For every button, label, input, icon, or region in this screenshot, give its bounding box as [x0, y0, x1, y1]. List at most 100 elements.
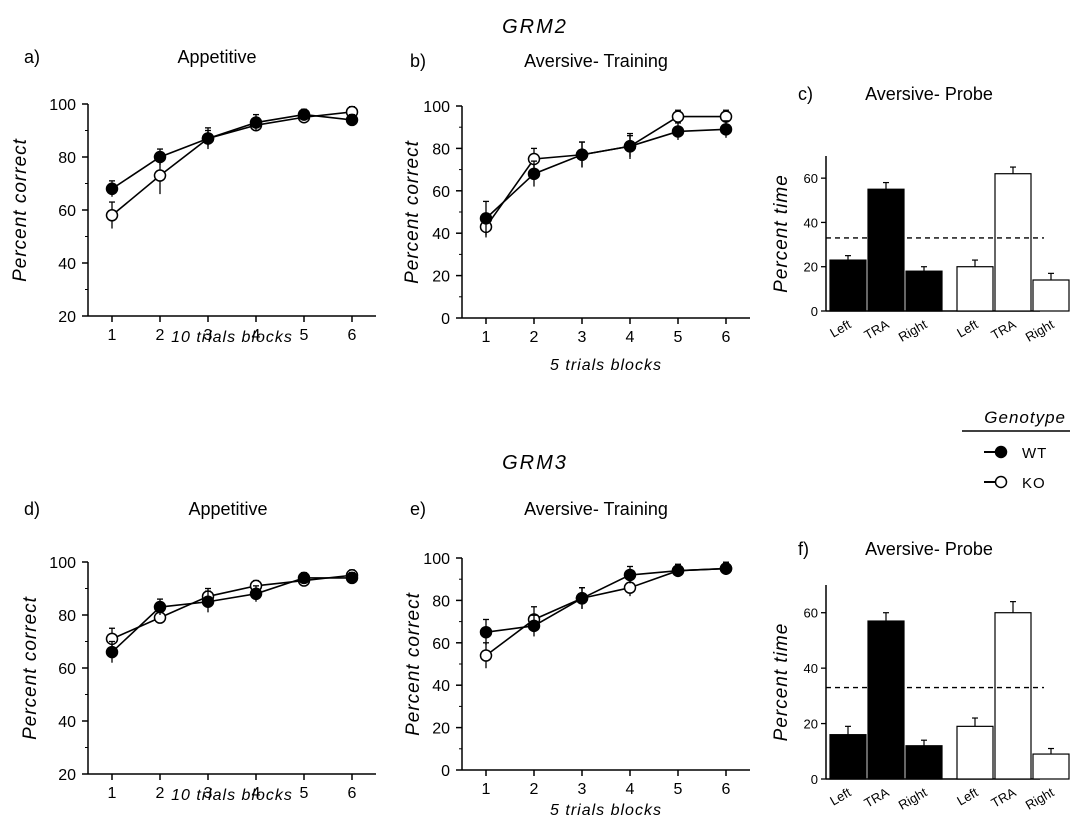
- panel-b-title: Aversive- Training: [524, 51, 668, 71]
- panel-d-wt-point: [105, 645, 119, 659]
- panel-c-bar-ko-right: [1032, 279, 1070, 312]
- panel-f-bar-wt-left: [829, 734, 867, 780]
- panel-f-bar-wt-right: [905, 745, 943, 780]
- panel-e-wt-point: [575, 592, 589, 605]
- panel-b-wt-point: [575, 148, 589, 162]
- panel-a-wt-point: [345, 113, 359, 127]
- panel-d-xtick-label: 3: [204, 785, 213, 802]
- panel-d-xtick-label: 4: [252, 785, 261, 802]
- panel-c-category-label: Left: [827, 316, 854, 340]
- panel-d-ytick-label: 100: [49, 555, 76, 572]
- panel-a-xtick-label: 6: [348, 327, 357, 344]
- panel-a-ko-point: [153, 169, 167, 182]
- panel-e-ytick-label: 60: [432, 636, 450, 653]
- panel-b-wt-point: [671, 125, 685, 138]
- panel-b-ytick-label: 60: [432, 184, 450, 201]
- panel-f-bar-ko-right: [1032, 753, 1070, 780]
- panel-a-label: a): [24, 47, 40, 67]
- panel-c-bar-ko-tra: [994, 173, 1032, 312]
- panel-b-xtick-label: 4: [626, 329, 635, 346]
- panel-f-category-label: Right: [1023, 784, 1057, 812]
- panel-b-wt-point: [479, 212, 493, 225]
- legend: Genotype WT KO: [962, 408, 1070, 492]
- panel-f-bar-ko-left: [956, 725, 994, 780]
- panel-e-xtick-label: 3: [578, 781, 587, 798]
- panel-a-wt-point: [105, 182, 119, 196]
- panel-f-label: f): [798, 539, 809, 559]
- panel-f-category-label: TRA: [988, 784, 1018, 810]
- panel-a-ytick-label: 60: [58, 203, 76, 220]
- panel-a-wt-point: [297, 108, 311, 121]
- panel-a-wt-line: [111, 113, 353, 190]
- legend-title: Genotype: [984, 408, 1066, 427]
- panel-d-wt-point: [297, 571, 311, 585]
- panel-e-wt-point: [479, 625, 493, 639]
- panel-f-category-label: TRA: [861, 784, 891, 810]
- panel-f-bar-wt-tra: [867, 620, 905, 780]
- panel-b-ytick-label: 80: [432, 141, 450, 158]
- panel-b-xtick-label: 1: [482, 329, 491, 346]
- panel-d-ytick-label: 60: [58, 661, 76, 678]
- panel-a-xlabel: 10 trials blocks: [171, 329, 293, 346]
- panel-d-ko-line: [111, 574, 353, 640]
- panel-b-ytick-label: 40: [432, 226, 450, 243]
- panel-d-xtick-label: 2: [156, 785, 165, 802]
- panel-c-label: c): [798, 84, 813, 104]
- panel-c-category-label: TRA: [861, 316, 891, 342]
- panel-d-ytick-label: 20: [58, 767, 76, 784]
- panel-b-wt-point: [527, 167, 541, 181]
- panel-f-category-label: Left: [827, 784, 854, 808]
- panel-a-ko-point: [105, 209, 119, 222]
- panel-a-xtick-label: 2: [156, 327, 165, 344]
- panel-e-xlabel: 5 trials blocks: [550, 802, 662, 819]
- panel-c-ytick-label: 0: [811, 304, 818, 319]
- panel-a-wt-point: [201, 132, 215, 145]
- panel-c: c) Aversive- Probe 0 20 40 60 Percent time Left…: [771, 84, 1070, 345]
- panel-d-xtick-label: 6: [348, 785, 357, 802]
- panel-c-category-label: Right: [1023, 316, 1057, 344]
- panel-e-ytick-label: 0: [441, 763, 450, 780]
- panel-e-ytick-label: 80: [432, 593, 450, 610]
- panel-e-wt-point: [719, 562, 733, 575]
- panel-f-category-label: Right: [896, 784, 930, 812]
- panel-a-xtick-label: 4: [252, 327, 261, 344]
- panel-e-ko-point: [623, 581, 637, 594]
- panel-e-ytick-label: 40: [432, 678, 450, 695]
- panel-a-xtick-label: 3: [204, 327, 213, 344]
- panel-a-ylabel: Percent correct: [10, 138, 31, 282]
- panel-c-category-label: TRA: [988, 316, 1018, 342]
- panel-f-bar-ko-tra: [994, 612, 1032, 780]
- panel-d: d) Appetitive 20 40 60 80 100 1 2 3 4 5 6 Percent cor…: [20, 499, 376, 804]
- legend-wt-marker: [994, 445, 1008, 459]
- panel-b-ytick-label: 0: [441, 311, 450, 328]
- panel-b-xtick-label: 5: [674, 329, 683, 346]
- panel-d-ytick-label: 40: [58, 714, 76, 731]
- panel-b-wt-point: [623, 140, 637, 153]
- panel-e-xtick-label: 2: [530, 781, 539, 798]
- panel-e-wt-point: [671, 564, 685, 577]
- panel-d-wt-point: [201, 595, 215, 608]
- panel-a-wt-point: [153, 150, 167, 164]
- panel-c-category-label: Left: [954, 316, 981, 340]
- panel-e: e) Aversive- Training 0 20 40 60 80 100 1 2 3 4 5 6 Pe…: [403, 499, 750, 819]
- panel-c-title: Aversive- Probe: [865, 84, 993, 104]
- legend-wt-label: WT: [1022, 445, 1047, 462]
- panel-f-ytick-label: 40: [804, 661, 818, 676]
- panel-a-ytick-label: 80: [58, 150, 76, 167]
- panel-f: f) Aversive- Probe 0 20 40 60 Percent time Left…: [771, 539, 1070, 813]
- panel-e-title: Aversive- Training: [524, 499, 668, 519]
- panel-e-wt-point: [527, 619, 541, 633]
- panel-e-ko-line: [485, 567, 727, 657]
- panel-c-bar-wt-right: [905, 270, 943, 312]
- panel-f-ylabel: Percent time: [771, 623, 792, 742]
- panel-e-label: e): [410, 499, 426, 519]
- panel-c-bar-ko-left: [956, 266, 994, 312]
- panel-b-xtick-label: 3: [578, 329, 587, 346]
- panel-d-xlabel: 10 trials blocks: [171, 787, 293, 804]
- panel-c-ylabel: Percent time: [771, 174, 792, 293]
- panel-d-wt-line: [111, 577, 352, 653]
- panel-d-wt-point: [153, 600, 167, 614]
- panel-b-wt-line: [485, 128, 727, 219]
- panel-a: a) Appetitive 20 40 60 80 100 1 2 3 4 5 6 Percent cor…: [10, 47, 376, 346]
